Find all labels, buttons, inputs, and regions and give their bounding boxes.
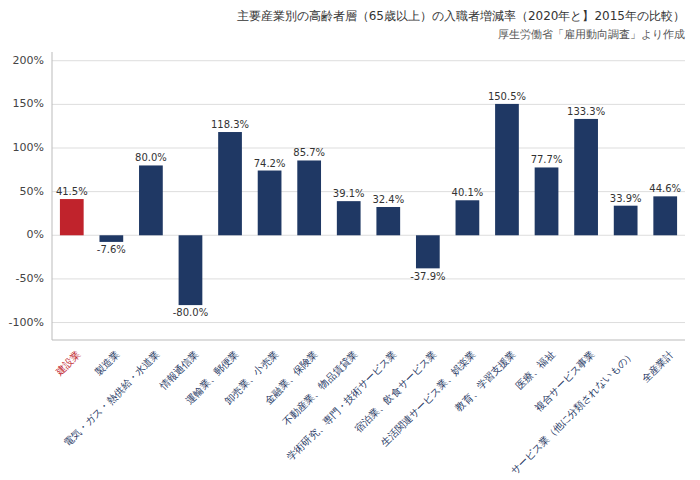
bars: [60, 104, 677, 305]
y-tick-label: 150%: [13, 97, 44, 110]
y-tick-label: -100%: [9, 316, 44, 329]
data-label: 44.6%: [649, 183, 681, 194]
data-label: 32.4%: [372, 194, 404, 205]
bar: [179, 235, 203, 305]
y-tick-label: 0%: [27, 228, 44, 241]
chart-container: -100% -50% 0% 50% 100% 150% 200% 41.5% -7.6% 80.0…: [0, 0, 700, 480]
grid-line: [52, 322, 685, 323]
x-tick-label: 教育、学習支援業: [453, 349, 517, 413]
x-tick-label: サービス業（他に分類されないもの）: [508, 349, 636, 477]
data-label: 41.5%: [56, 186, 88, 197]
subtitle: 厚生労働省「雇用動向調査」より作成: [498, 28, 685, 41]
x-tick-label: 宿泊業、飲食サービス業: [353, 349, 439, 435]
data-label: 77.7%: [531, 154, 563, 165]
y-tick-label: 100%: [13, 141, 44, 154]
y-tick-label: 50%: [20, 185, 44, 198]
x-tick-label: 全産業計: [640, 349, 676, 385]
bar: [139, 165, 163, 235]
bar: [653, 196, 677, 235]
data-label: 118.3%: [211, 119, 249, 130]
x-tick-label: 電気・ガス・熱供給・水道業: [62, 349, 162, 449]
bar: [376, 207, 400, 235]
y-tick-label: 200%: [13, 54, 44, 67]
bar: [495, 104, 519, 235]
y-tick-label: -50%: [16, 272, 44, 285]
data-label: 39.1%: [333, 188, 365, 199]
data-label: 80.0%: [135, 152, 167, 163]
grid: [52, 61, 685, 323]
bar: [535, 167, 559, 235]
bar: [456, 200, 480, 235]
x-tick-label: 不動産業、物品賃貸業: [281, 349, 359, 427]
title: 主要産業別の高齢者層（65歳以上）の入職者増減率（2020年と】2015年の比較…: [237, 9, 685, 23]
bar: [416, 235, 440, 268]
data-label: 150.5%: [488, 91, 526, 102]
x-tick-label: 医療、福祉: [514, 349, 557, 392]
bar: [99, 235, 123, 242]
x-tick-label: 製造業: [93, 349, 122, 378]
chart: -100% -50% 0% 50% 100% 150% 200% 41.5% -7.6% 80.0…: [0, 0, 700, 480]
data-label: 40.1%: [452, 187, 484, 198]
bar: [218, 132, 242, 235]
data-label: -7.6%: [97, 244, 126, 255]
bar: [258, 171, 282, 236]
bar: [60, 199, 84, 235]
data-label: 133.3%: [567, 106, 605, 117]
bar: [337, 201, 361, 235]
grid-line: [52, 278, 685, 279]
bar: [614, 206, 638, 236]
grid-line: [52, 104, 685, 105]
bar: [297, 160, 321, 235]
bar: [574, 119, 598, 235]
data-label: 33.9%: [610, 193, 642, 204]
data-label: -80.0%: [173, 307, 208, 318]
data-label: -37.9%: [410, 271, 445, 282]
x-axis-line: [52, 340, 685, 341]
y-axis-line: [52, 52, 53, 340]
data-label: 85.7%: [293, 147, 325, 158]
data-label: 74.2%: [254, 158, 286, 169]
x-tick-label: 建設業: [53, 349, 83, 379]
grid-line: [52, 60, 685, 61]
